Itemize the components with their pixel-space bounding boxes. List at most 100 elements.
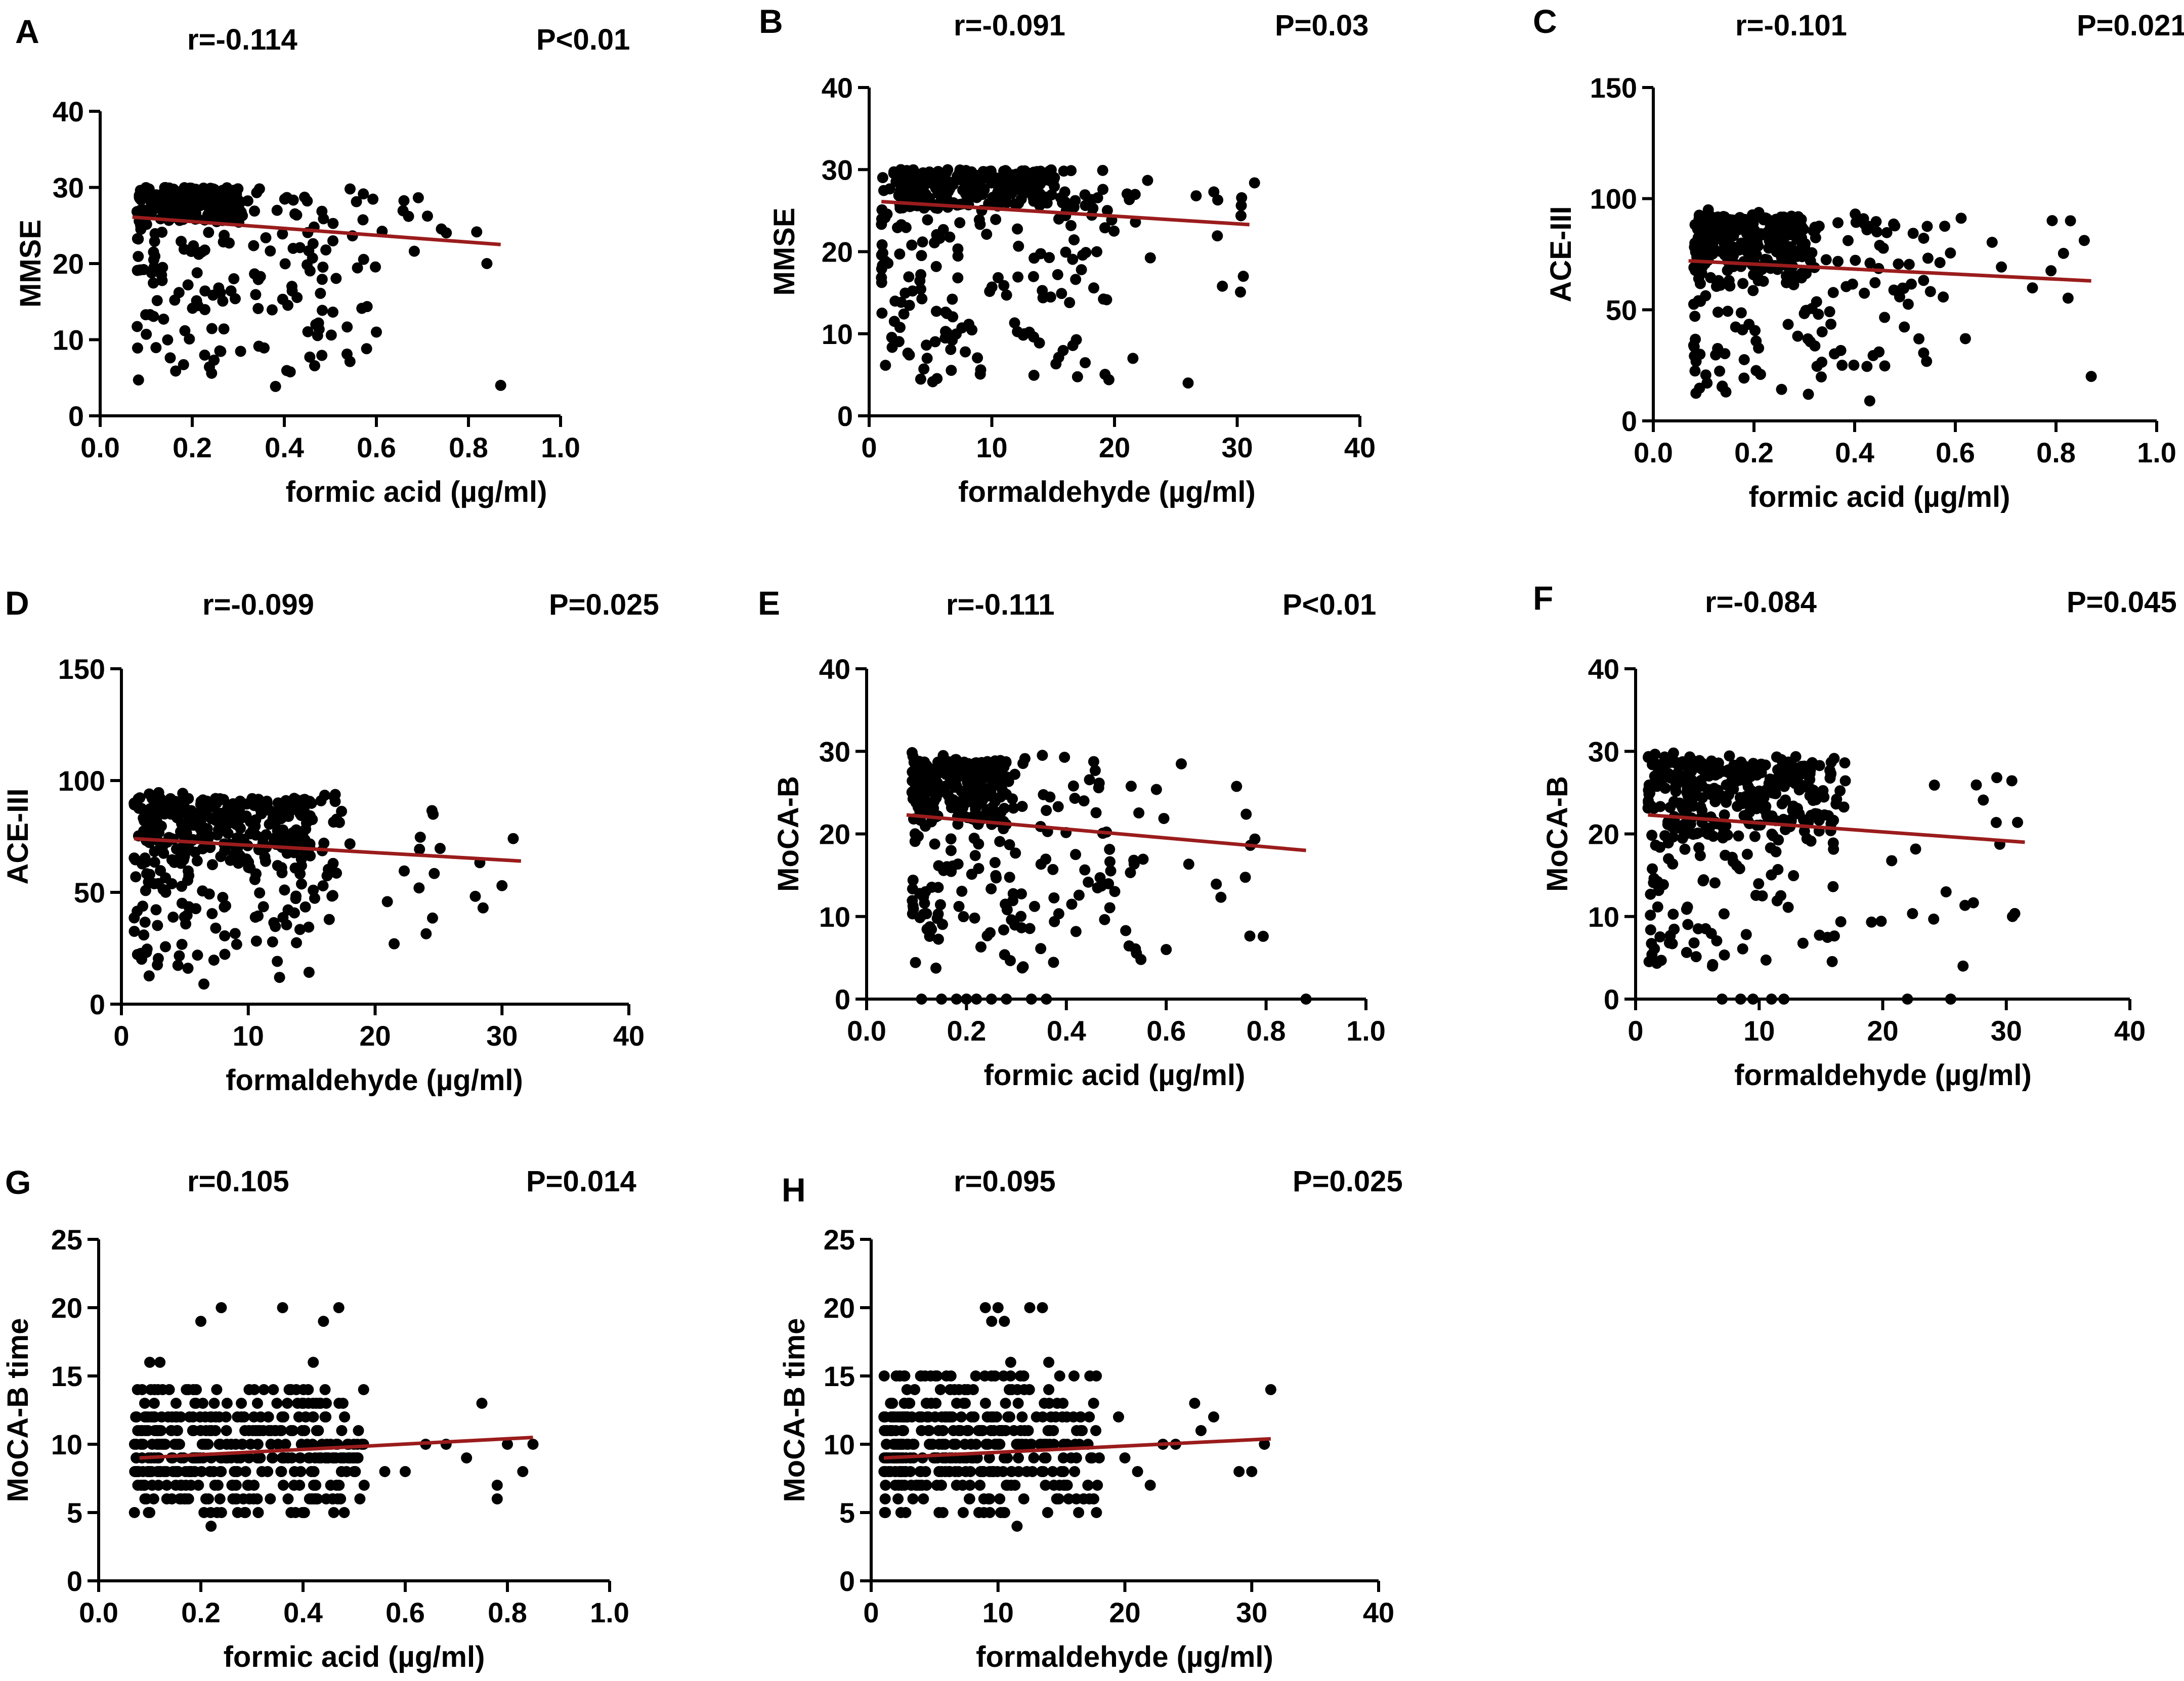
data-point [973, 766, 984, 778]
x-axis-label: formaldehyde (µg/ml) [1734, 1059, 2032, 1092]
data-point [1782, 901, 1794, 913]
data-point [965, 1439, 977, 1450]
y-tick-label: 0 [1604, 983, 1619, 1015]
data-point [213, 1439, 225, 1450]
data-point [1827, 881, 1839, 892]
data-point [930, 261, 942, 272]
data-point [1035, 943, 1047, 955]
data-point [1688, 339, 1699, 351]
data-point [1886, 855, 1898, 867]
data-point [958, 911, 969, 923]
data-point [1746, 247, 1758, 258]
data-point [279, 884, 290, 896]
data-point [1755, 228, 1767, 239]
data-point [1059, 186, 1070, 198]
data-point [1861, 361, 1873, 372]
data-point [1042, 1507, 1053, 1518]
data-point [199, 349, 210, 361]
data-point [934, 1384, 946, 1395]
data-point [983, 1452, 995, 1463]
stat-p: P=0.045 [2067, 586, 2177, 619]
data-point [969, 912, 980, 924]
data-point [1053, 908, 1064, 920]
data-point [950, 1466, 961, 1477]
x-tick-label: 40 [613, 1020, 645, 1052]
data-point [176, 938, 188, 950]
data-point [1741, 848, 1753, 860]
data-point [152, 959, 163, 971]
data-point [1929, 780, 1940, 791]
data-point [358, 253, 369, 265]
data-point [250, 935, 262, 947]
data-point [992, 1302, 1004, 1313]
data-point [1054, 1480, 1065, 1491]
data-point [1689, 265, 1701, 276]
data-point [271, 204, 283, 216]
data-point [219, 930, 231, 942]
data-point [1259, 1439, 1270, 1450]
stat-r: r=-0.091 [954, 9, 1065, 42]
data-point [1643, 797, 1654, 808]
data-point [491, 1493, 503, 1504]
data-point [178, 243, 190, 255]
data-point [1068, 234, 1080, 246]
data-point [891, 1439, 903, 1450]
x-tick-label: 30 [486, 1020, 518, 1052]
data-point [302, 326, 314, 337]
stat-r: r=-0.101 [1735, 9, 1847, 42]
data-point [1770, 846, 1782, 857]
data-point [950, 779, 962, 790]
data-point [1646, 938, 1657, 950]
data-point [169, 294, 181, 306]
data-point [1101, 294, 1112, 306]
x-tick-label: 0.0 [1634, 437, 1673, 468]
y-tick-label: 20 [822, 236, 853, 268]
data-point [933, 1439, 945, 1450]
data-point [142, 1411, 154, 1423]
data-point [274, 972, 285, 983]
data-point [1808, 785, 1819, 796]
data-point [351, 196, 362, 207]
data-point [916, 1480, 928, 1491]
x-tick-label: 20 [1867, 1015, 1898, 1047]
data-point [1006, 1466, 1017, 1477]
x-tick-label: 1.0 [1346, 1015, 1386, 1047]
data-point [932, 908, 944, 920]
data-point [950, 1439, 962, 1450]
data-point [192, 950, 203, 961]
data-point [1893, 258, 1904, 270]
data-point [144, 1507, 155, 1518]
data-point [251, 1398, 263, 1409]
data-point [1737, 278, 1749, 289]
data-point [1834, 785, 1846, 797]
data-point [1075, 1411, 1086, 1423]
data-point [267, 936, 278, 947]
data-point [1720, 828, 1731, 840]
data-point [1037, 1411, 1049, 1423]
data-point [265, 1439, 277, 1450]
data-point [1695, 774, 1707, 786]
data-point [1009, 1480, 1021, 1491]
data-point [2058, 247, 2069, 259]
data-point [173, 1439, 184, 1450]
data-point [964, 1480, 976, 1491]
data-point [229, 293, 241, 305]
x-tick-label: 1.0 [541, 432, 580, 463]
data-point [148, 254, 159, 266]
data-point [1720, 849, 1731, 861]
data-point [1065, 220, 1077, 231]
data-point [912, 801, 924, 813]
data-point [248, 240, 260, 251]
data-point [140, 856, 152, 868]
data-point [1067, 339, 1079, 351]
data-point [921, 339, 932, 351]
x-tick-label: 0.2 [173, 432, 212, 463]
y-axis-label: MoCA-B time [2, 1318, 34, 1502]
data-point [281, 1398, 293, 1409]
data-point [412, 192, 424, 203]
data-point [317, 262, 329, 273]
data-point [306, 797, 317, 809]
data-point [962, 1384, 973, 1395]
